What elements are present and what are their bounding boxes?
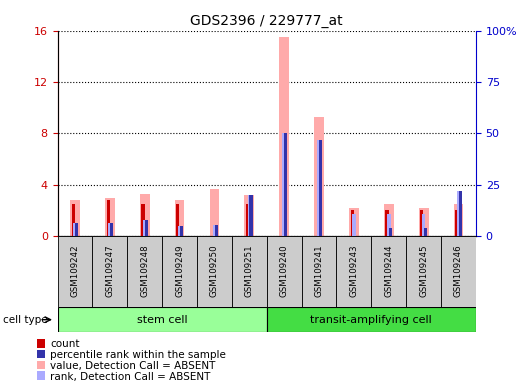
Text: GSM109249: GSM109249: [175, 244, 184, 296]
Bar: [389, 228, 392, 236]
Bar: [350, 210, 354, 236]
Text: count: count: [50, 339, 79, 349]
Bar: [108, 223, 111, 236]
Text: GSM109242: GSM109242: [71, 244, 79, 296]
Bar: [422, 214, 425, 236]
Text: transit-amplifying cell: transit-amplifying cell: [311, 314, 432, 325]
Text: GSM109240: GSM109240: [280, 244, 289, 296]
Bar: [285, 134, 288, 236]
Bar: [214, 225, 218, 236]
FancyBboxPatch shape: [406, 236, 441, 307]
FancyBboxPatch shape: [267, 236, 302, 307]
Bar: [314, 117, 324, 236]
Title: GDS2396 / 229777_at: GDS2396 / 229777_at: [190, 14, 343, 28]
Text: GSM109251: GSM109251: [245, 244, 254, 296]
Bar: [455, 210, 458, 236]
Bar: [247, 195, 251, 236]
Text: GSM109244: GSM109244: [384, 244, 393, 296]
Bar: [72, 204, 75, 236]
Bar: [73, 223, 77, 236]
Bar: [319, 140, 322, 236]
Bar: [140, 194, 150, 236]
Bar: [70, 200, 80, 236]
FancyBboxPatch shape: [58, 307, 267, 332]
Bar: [453, 204, 463, 236]
Bar: [282, 134, 286, 236]
Bar: [349, 208, 359, 236]
Bar: [180, 226, 183, 236]
Bar: [75, 223, 78, 236]
Bar: [279, 37, 289, 236]
Bar: [213, 225, 216, 236]
FancyBboxPatch shape: [336, 236, 371, 307]
Bar: [457, 191, 460, 236]
FancyBboxPatch shape: [441, 236, 476, 307]
Bar: [141, 204, 144, 236]
Text: GSM109241: GSM109241: [314, 244, 324, 296]
Text: stem cell: stem cell: [137, 314, 187, 325]
Bar: [105, 198, 115, 236]
Bar: [246, 204, 249, 236]
Bar: [176, 204, 179, 236]
Text: GSM109248: GSM109248: [140, 244, 149, 296]
Bar: [175, 200, 185, 236]
FancyBboxPatch shape: [267, 307, 476, 332]
Text: cell type: cell type: [3, 314, 47, 325]
Bar: [419, 208, 428, 236]
Text: value, Detection Call = ABSENT: value, Detection Call = ABSENT: [50, 361, 215, 371]
Text: GSM109247: GSM109247: [105, 244, 115, 296]
FancyBboxPatch shape: [197, 236, 232, 307]
Bar: [145, 220, 148, 236]
FancyBboxPatch shape: [162, 236, 197, 307]
Bar: [387, 214, 391, 236]
FancyBboxPatch shape: [127, 236, 162, 307]
FancyBboxPatch shape: [58, 236, 93, 307]
Bar: [249, 195, 253, 236]
FancyBboxPatch shape: [93, 236, 127, 307]
Bar: [143, 220, 146, 236]
Text: GSM109243: GSM109243: [349, 244, 358, 296]
Text: GSM109250: GSM109250: [210, 244, 219, 296]
Bar: [107, 200, 110, 236]
Bar: [352, 214, 356, 236]
Bar: [244, 195, 254, 236]
Bar: [420, 210, 424, 236]
FancyBboxPatch shape: [232, 236, 267, 307]
Bar: [424, 228, 427, 236]
Text: rank, Detection Call = ABSENT: rank, Detection Call = ABSENT: [50, 372, 211, 382]
Bar: [210, 189, 219, 236]
Bar: [459, 191, 462, 236]
Bar: [178, 226, 181, 236]
Bar: [384, 204, 394, 236]
FancyBboxPatch shape: [302, 236, 336, 307]
Bar: [110, 223, 113, 236]
FancyBboxPatch shape: [371, 236, 406, 307]
Text: percentile rank within the sample: percentile rank within the sample: [50, 350, 226, 360]
Text: GSM109246: GSM109246: [454, 244, 463, 296]
Bar: [385, 210, 389, 236]
Text: GSM109245: GSM109245: [419, 244, 428, 296]
Bar: [317, 140, 321, 236]
